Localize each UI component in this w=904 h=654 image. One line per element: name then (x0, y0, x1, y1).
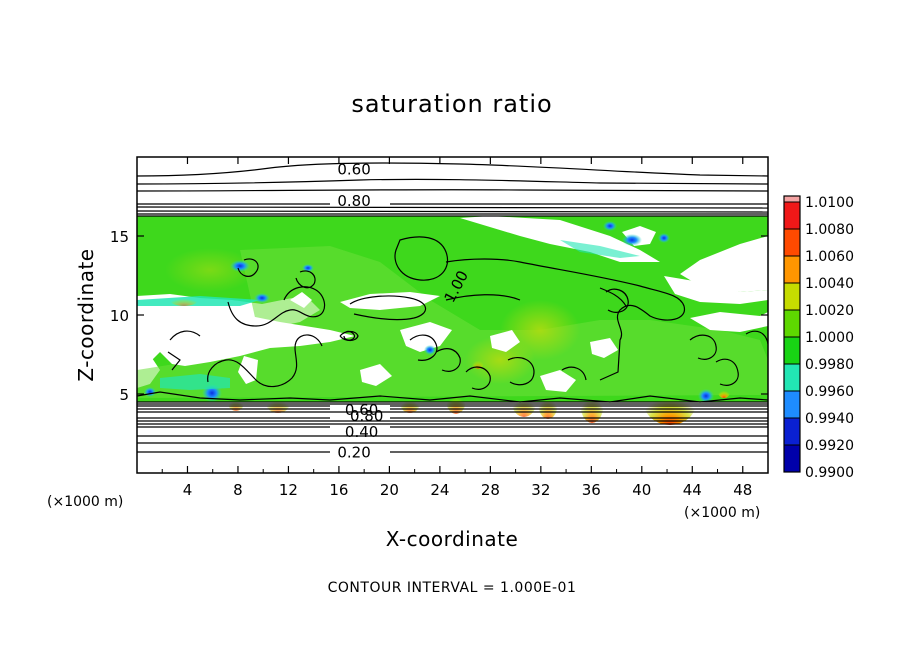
colorbar-label: 1.0080 (805, 222, 854, 238)
x-tick-label: 8 (233, 481, 243, 499)
colorbar-label: 0.9900 (805, 465, 854, 481)
colorbar-label: 0.9940 (805, 411, 854, 427)
y-tick-label: 5 (119, 386, 129, 404)
contour-lines-interior (167, 236, 768, 390)
contour-label: 0.60 (337, 161, 370, 179)
colorbar-label: 0.9960 (805, 384, 854, 400)
x-tick-label: 28 (481, 481, 500, 499)
chart-title: saturation ratio (351, 90, 552, 118)
y-axis: 5 10 15 (110, 228, 768, 404)
y-tick-label: 15 (110, 228, 129, 246)
x-axis-label: X-coordinate (386, 527, 519, 551)
x-tick-label: 36 (582, 481, 601, 499)
x-tick-label: 32 (531, 481, 550, 499)
colorbar-label: 0.9920 (805, 438, 854, 454)
colorbar-label: 1.0020 (805, 303, 854, 319)
contour-label: 0.80 (350, 407, 383, 425)
colorbar-label: 1.0040 (805, 276, 854, 292)
x-tick-label: 40 (632, 481, 651, 499)
contour-interval-note: CONTOUR INTERVAL = 1.000E-01 (328, 580, 577, 596)
colorbar: 1.0100 1.0080 1.0060 1.0040 1.0020 1.0000 0.99… (783, 195, 854, 481)
colorbar-label: 0.9980 (805, 357, 854, 373)
contour-label: 0.20 (337, 443, 370, 461)
colorbar-swatch (784, 337, 800, 365)
colorbar-label: 1.0000 (805, 330, 854, 346)
x-tick-label: 4 (183, 481, 193, 499)
colorbar-label: 1.0100 (805, 195, 854, 211)
colorbar-label: 1.0060 (805, 249, 854, 265)
colorbar-swatch (784, 196, 800, 203)
contour-lines-lower (137, 391, 768, 453)
x-unit-left: (×1000 m) (47, 494, 123, 510)
x-tick-label: 44 (683, 481, 702, 499)
colorbar-swatch (784, 202, 800, 230)
colorbar-swatch (784, 364, 800, 392)
colorbar-swatch (784, 391, 800, 419)
y-axis-label: Z-coordinate (74, 248, 98, 381)
contour-label: 0.40 (345, 423, 378, 441)
colorbar-swatch (784, 256, 800, 284)
contour-lines-upper (137, 162, 768, 217)
x-tick-label: 12 (279, 481, 298, 499)
colorbar-swatch (784, 229, 800, 257)
y-tick-label: 10 (110, 307, 129, 325)
colorbar-swatch (784, 445, 800, 473)
colorbar-swatch (784, 418, 800, 446)
x-unit-right: (×1000 m) (684, 505, 760, 521)
x-tick-label: 16 (329, 481, 348, 499)
x-tick-label: 20 (380, 481, 399, 499)
contour-label: 0.60 (345, 401, 378, 419)
x-tick-label: 24 (430, 481, 449, 499)
x-axis: 4 8 12 16 20 24 28 32 36 40 44 48 (161, 157, 752, 499)
contour-label: 0.80 (337, 192, 370, 210)
colorbar-swatch (784, 283, 800, 311)
plot-area: 0.600.801.000.600.800.400.20 (137, 157, 768, 473)
x-tick-label: 48 (733, 481, 752, 499)
colorbar-swatch (784, 310, 800, 338)
